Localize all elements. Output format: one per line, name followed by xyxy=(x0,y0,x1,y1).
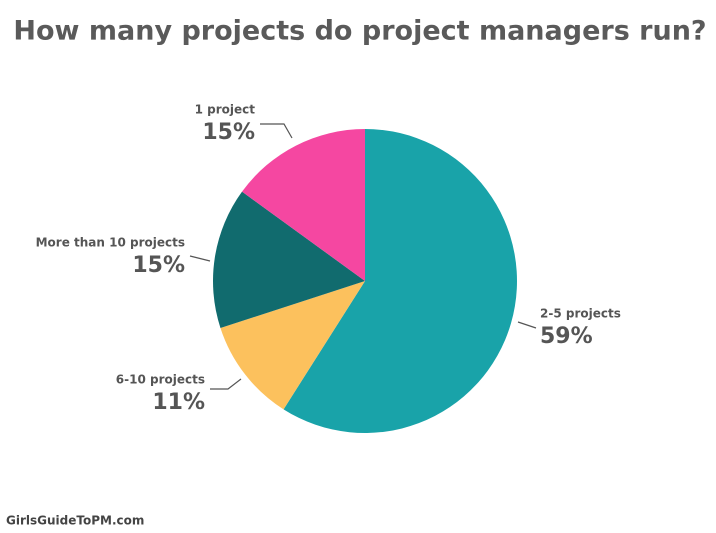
slice-name: More than 10 projects xyxy=(36,236,185,250)
leader-line xyxy=(210,378,242,390)
pie-slice xyxy=(283,129,517,433)
leader-line xyxy=(517,321,537,329)
slice-value: 15% xyxy=(202,120,255,145)
slice-value: 15% xyxy=(132,253,185,278)
slice-name: 2-5 projects xyxy=(540,307,621,321)
pie-slice xyxy=(213,191,365,328)
pie-slice xyxy=(242,129,365,281)
pie-slice xyxy=(220,281,365,410)
slice-name: 6-10 projects xyxy=(116,373,205,387)
slice-value: 59% xyxy=(540,324,593,349)
slice-value: 11% xyxy=(152,390,205,415)
source: GirlsGuideToPM.com xyxy=(6,514,144,528)
leader-line xyxy=(260,123,293,139)
chart-title: How many projects do project managers ru… xyxy=(13,16,706,47)
leader-line xyxy=(189,255,211,262)
slice-name: 1 project xyxy=(195,103,256,117)
